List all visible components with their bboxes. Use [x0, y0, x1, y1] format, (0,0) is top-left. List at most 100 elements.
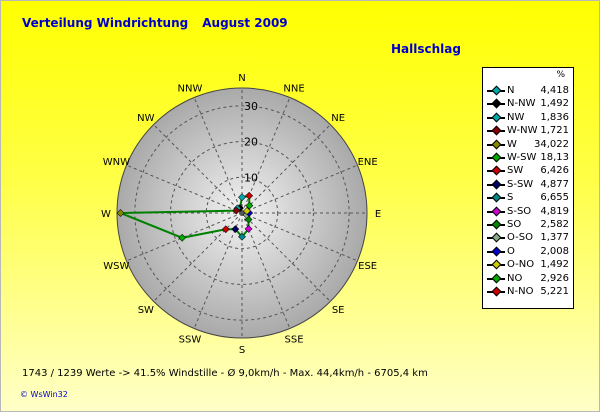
legend-marker	[491, 259, 502, 270]
point-s	[238, 232, 246, 241]
spoke-wnw	[126, 164, 243, 214]
compass-label-nnw: NNW	[178, 83, 203, 94]
legend-marker	[491, 206, 502, 217]
compass-label-s: S	[239, 345, 245, 356]
legend-label: SW	[507, 165, 524, 177]
legend-value: 1,721	[540, 125, 569, 137]
legend-marker	[491, 219, 502, 230]
spoke-ne	[241, 124, 331, 214]
legend-row-o-no: O-NO 1,492	[483, 259, 573, 271]
legend-value: 2,926	[540, 272, 569, 284]
station-name: Hallschlag	[391, 42, 461, 56]
legend-value: 1,492	[540, 259, 569, 271]
credit: © WsWin32	[20, 390, 68, 399]
legend-value: 4,418	[540, 85, 569, 96]
legend-marker	[491, 85, 502, 96]
legend-label: O	[507, 245, 515, 257]
compass-label-wsw: WSW	[103, 261, 129, 272]
legend-row-o: O 2,008	[483, 246, 573, 258]
legend-row-so: SO 2,582	[483, 219, 573, 231]
compass-label-nne: NNE	[283, 83, 304, 94]
legend-label: S	[507, 192, 514, 204]
point-w	[116, 209, 125, 217]
legend-marker	[491, 165, 502, 176]
legend-label: NW	[507, 111, 525, 123]
spoke-ese	[241, 212, 358, 262]
spoke-ene	[241, 164, 358, 214]
legend-label: NO	[507, 272, 523, 284]
legend-row-w: W 34,022	[483, 139, 573, 151]
legend-row-no: NO 2,926	[483, 273, 573, 285]
compass-label-se: SE	[332, 305, 345, 316]
compass-label-e: E	[375, 209, 381, 220]
spoke-ssw	[193, 212, 243, 329]
point-n-no	[245, 191, 254, 200]
legend-row-o-so: O-SO 1,377	[483, 232, 573, 244]
compass-label-w: W	[101, 209, 111, 220]
legend-label: O-SO	[507, 232, 533, 244]
legend-value: 6,426	[540, 165, 569, 177]
compass-label-sse: SSE	[285, 335, 304, 346]
compass-label-wnw: WNW	[103, 157, 130, 168]
legend-label: O-NO	[507, 259, 535, 271]
ring-10	[205, 176, 279, 250]
legend-label: SO	[507, 219, 522, 230]
legend-marker	[491, 112, 502, 123]
legend-row-n-no: N-NO 5,221	[483, 286, 573, 298]
compass-label-ene: ENE	[358, 157, 378, 168]
legend-row-n-nw: N-NW 1,492	[483, 98, 573, 110]
legend-row-nw: NW 1,836	[483, 112, 573, 124]
footer-stats: 1743 / 1239 Werte -> 41.5% Windstille - …	[22, 368, 428, 379]
legend-marker	[491, 192, 502, 203]
ring-label-30: 30	[244, 100, 258, 113]
legend-marker	[491, 179, 502, 190]
point-o-no	[243, 207, 251, 215]
compass-label-n: N	[238, 73, 245, 84]
compass-label-sw: SW	[138, 305, 154, 316]
legend-marker	[491, 286, 502, 297]
spoke-se	[241, 212, 331, 302]
legend: % N 4,418 N-NW 1,492 NW 1,836 W-NW 1,721 W 34,022…	[482, 67, 574, 309]
legend-row-w-sw: W-SW 18,13	[483, 152, 573, 164]
legend-row-sw: SW 6,426	[483, 165, 573, 177]
legend-value: 18,13	[540, 152, 569, 163]
legend-label: W	[507, 138, 517, 150]
legend-marker	[491, 232, 502, 243]
legend-row-s-sw: S-SW 4,877	[483, 179, 573, 191]
point-w-sw	[178, 233, 187, 242]
compass-label-ssw: SSW	[179, 335, 202, 346]
legend-label: W-NW	[507, 125, 538, 137]
legend-value: 1,492	[540, 98, 569, 110]
legend-label: W-SW	[507, 152, 537, 163]
spoke-nnw	[193, 97, 243, 214]
legend-value: 34,022	[534, 138, 569, 150]
chart-title-main: Verteilung Windrichtung	[22, 16, 189, 30]
ring-label-20: 20	[244, 136, 258, 149]
ring-20	[170, 141, 314, 285]
legend-marker	[491, 125, 502, 136]
ring-label-10: 10	[244, 171, 258, 184]
legend-value: 4,819	[540, 205, 569, 217]
compass-label-ese: ESE	[358, 261, 377, 272]
spoke-nw	[153, 124, 243, 214]
legend-label: N	[507, 85, 515, 96]
legend-value: 5,221	[540, 286, 569, 297]
spoke-sse	[241, 212, 291, 329]
point-s-so	[244, 225, 253, 233]
legend-marker	[491, 152, 502, 163]
legend-row-s: S 6,655	[483, 192, 573, 204]
legend-label: S-SW	[507, 178, 534, 190]
point-w-nw	[232, 206, 241, 215]
point-n	[238, 193, 246, 202]
legend-value: 4,877	[540, 178, 569, 190]
legend-unit: %	[556, 70, 565, 80]
legend-value: 1,377	[540, 232, 569, 244]
point-sw	[221, 225, 230, 234]
legend-label: S-SO	[507, 205, 532, 217]
point-no	[245, 201, 254, 210]
legend-row-n: N 4,418	[483, 85, 573, 97]
legend-value: 2,582	[540, 219, 569, 230]
legend-value: 2,008	[540, 245, 569, 257]
legend-row-w-nw: W-NW 1,721	[483, 125, 573, 137]
legend-label: N-NW	[507, 98, 536, 110]
